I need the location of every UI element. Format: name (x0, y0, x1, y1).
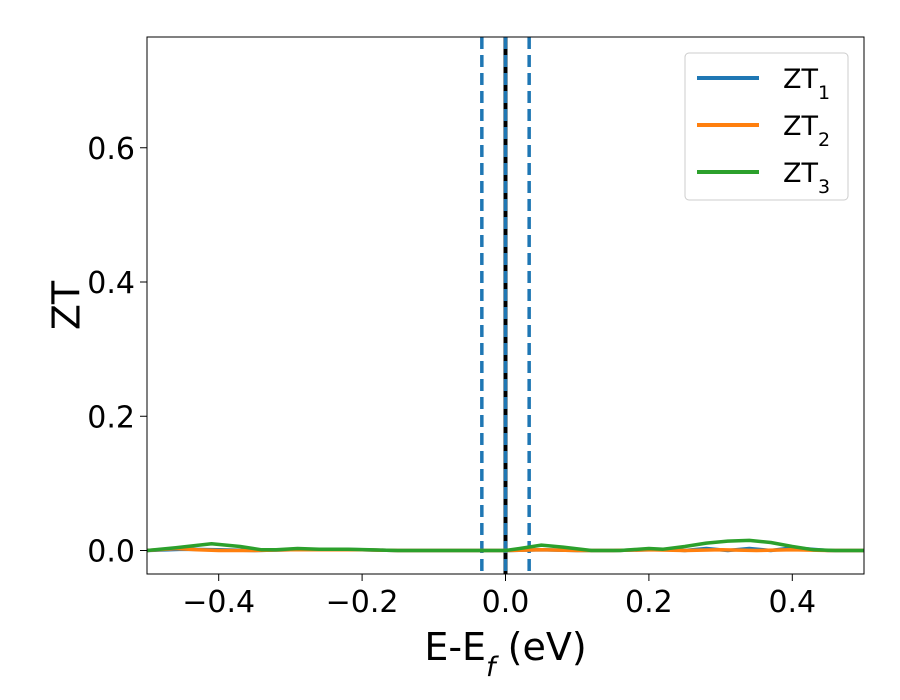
x-axis-title-main: E-E (424, 625, 486, 669)
y-axis: 0.0 0.2 0.4 0.6 (87, 132, 147, 570)
legend-entry-2: ZT2 (783, 111, 830, 151)
x-tick-label: −0.2 (326, 585, 399, 620)
y-tick-label: 0.6 (87, 132, 135, 167)
plot-frame (146, 36, 865, 575)
x-tick-label: 0.2 (625, 585, 673, 620)
y-axis-title: ZT (44, 280, 88, 330)
x-tick-label: 0.0 (482, 585, 530, 620)
legend-label-sub: 2 (818, 129, 830, 151)
legend-box (684, 52, 849, 201)
legend-label: ZT (783, 64, 818, 95)
legend-label-sub: 3 (818, 176, 830, 198)
x-axis-title: E-Ef (eV) (424, 625, 586, 683)
y-tick-label: 0.0 (87, 535, 135, 570)
legend-entry-1: ZT1 (783, 64, 830, 104)
y-tick-label: 0.2 (87, 400, 135, 435)
x-tick-label: −0.4 (182, 585, 255, 620)
legend-entry-3: ZT3 (783, 158, 830, 198)
series-line-3 (147, 538, 864, 553)
y-tick-label: 0.4 (87, 266, 135, 301)
legend-label-sub: 1 (818, 82, 830, 104)
plot-area (147, 37, 864, 574)
legend-label: ZT (783, 111, 818, 142)
x-axis-title-unit: (eV) (496, 625, 587, 669)
legend-label: ZT (783, 158, 818, 189)
x-tick-label: 0.4 (768, 585, 816, 620)
x-axis: −0.4 −0.2 0.0 0.2 0.4 (182, 574, 816, 620)
